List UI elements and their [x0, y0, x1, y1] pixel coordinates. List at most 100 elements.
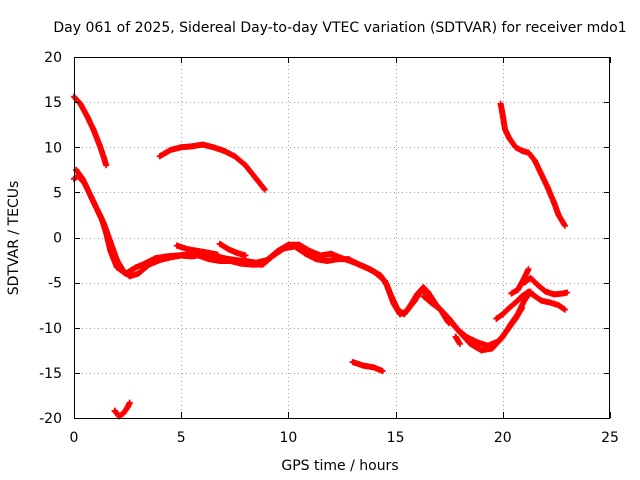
- data-point: [446, 320, 453, 327]
- data-point: [424, 288, 431, 295]
- data-point: [248, 261, 255, 268]
- data-point: [173, 252, 180, 259]
- data-point: [467, 340, 474, 347]
- data-point: [559, 290, 566, 297]
- y-tick-label: -20: [39, 411, 62, 427]
- data-point: [206, 256, 213, 263]
- data-point: [512, 144, 519, 151]
- data-point: [178, 144, 185, 151]
- x-tick-label: 10: [279, 430, 297, 446]
- data-point: [403, 308, 410, 315]
- data-point: [214, 251, 221, 258]
- series-trail: [349, 359, 385, 374]
- data-point: [163, 253, 170, 260]
- data-point: [233, 249, 240, 256]
- data-point: [90, 126, 97, 133]
- data-point: [345, 256, 352, 263]
- series-arc-l: [521, 275, 571, 298]
- data-point: [328, 250, 335, 257]
- data-point: [96, 142, 103, 149]
- data-point: [261, 186, 268, 193]
- data-point: [521, 275, 528, 282]
- series-arc-a: [71, 93, 110, 169]
- data-point: [107, 248, 114, 255]
- data-point: [429, 300, 436, 307]
- series-trail: [156, 141, 268, 192]
- y-tick-label: 5: [53, 185, 62, 201]
- data-point: [551, 291, 558, 298]
- y-tick-label: -5: [48, 276, 62, 292]
- y-tick-label: 15: [44, 95, 62, 111]
- data-point: [512, 315, 519, 322]
- data-point: [484, 342, 491, 349]
- y-tick-label: 20: [44, 50, 62, 66]
- data-point: [564, 289, 571, 296]
- data-point: [135, 270, 142, 277]
- data-point: [384, 282, 391, 289]
- data-point: [420, 293, 427, 300]
- data-point: [506, 304, 513, 311]
- data-point: [113, 264, 120, 271]
- data-point: [253, 175, 260, 182]
- data-point: [227, 257, 234, 264]
- data-point: [167, 146, 174, 153]
- data-point: [120, 410, 127, 417]
- data-point: [98, 216, 105, 223]
- data-point: [551, 200, 558, 207]
- data-point: [478, 347, 485, 354]
- data-point: [259, 261, 266, 268]
- data-point: [371, 364, 378, 371]
- data-point: [504, 327, 511, 334]
- data-point: [349, 359, 356, 366]
- data-point: [92, 202, 99, 209]
- data-point: [542, 288, 549, 295]
- data-point: [527, 275, 534, 282]
- data-point: [499, 112, 506, 119]
- data-point: [531, 293, 538, 300]
- data-point: [173, 242, 180, 249]
- data-point: [103, 162, 110, 169]
- data-point: [531, 157, 538, 164]
- data-point: [521, 297, 528, 304]
- x-tick-label: 15: [387, 430, 405, 446]
- data-point: [242, 252, 249, 259]
- data-point: [133, 264, 140, 271]
- data-point: [334, 256, 341, 263]
- data-point: [538, 171, 545, 178]
- series-arc-k: [497, 100, 568, 229]
- y-axis-label: SDTVAR / TECUs: [6, 181, 22, 296]
- data-point: [463, 333, 470, 340]
- data-markers: [71, 93, 571, 420]
- data-point: [508, 290, 515, 297]
- tick-labels: 0 5 10 15 20 25 -20 -15 -10 -5 0 5 10 15 20: [39, 50, 619, 446]
- data-point: [544, 184, 551, 191]
- data-point: [497, 100, 504, 107]
- x-tick-label: 20: [494, 430, 512, 446]
- data-point: [519, 304, 526, 311]
- data-point: [313, 256, 320, 263]
- data-point: [519, 147, 526, 154]
- data-point: [270, 252, 277, 259]
- data-point: [216, 240, 223, 247]
- data-point: [221, 147, 228, 154]
- data-point: [452, 324, 459, 331]
- data-point: [512, 299, 519, 306]
- data-point: [281, 245, 288, 252]
- data-point: [238, 260, 245, 267]
- data-point: [302, 250, 309, 257]
- data-point: [323, 257, 330, 264]
- data-point: [77, 100, 84, 107]
- data-point: [199, 141, 206, 148]
- data-point: [456, 340, 463, 347]
- series-trail: [497, 100, 568, 228]
- y-tick-label: -15: [39, 366, 62, 382]
- data-point: [231, 153, 238, 160]
- y-tick-label: -10: [39, 321, 62, 337]
- data-point: [474, 339, 481, 346]
- data-point: [152, 255, 159, 262]
- series-arc-h: [452, 333, 463, 347]
- x-axis-label: GPS time / hours: [281, 458, 398, 474]
- data-point: [514, 286, 521, 293]
- series-arc-j: [111, 399, 133, 420]
